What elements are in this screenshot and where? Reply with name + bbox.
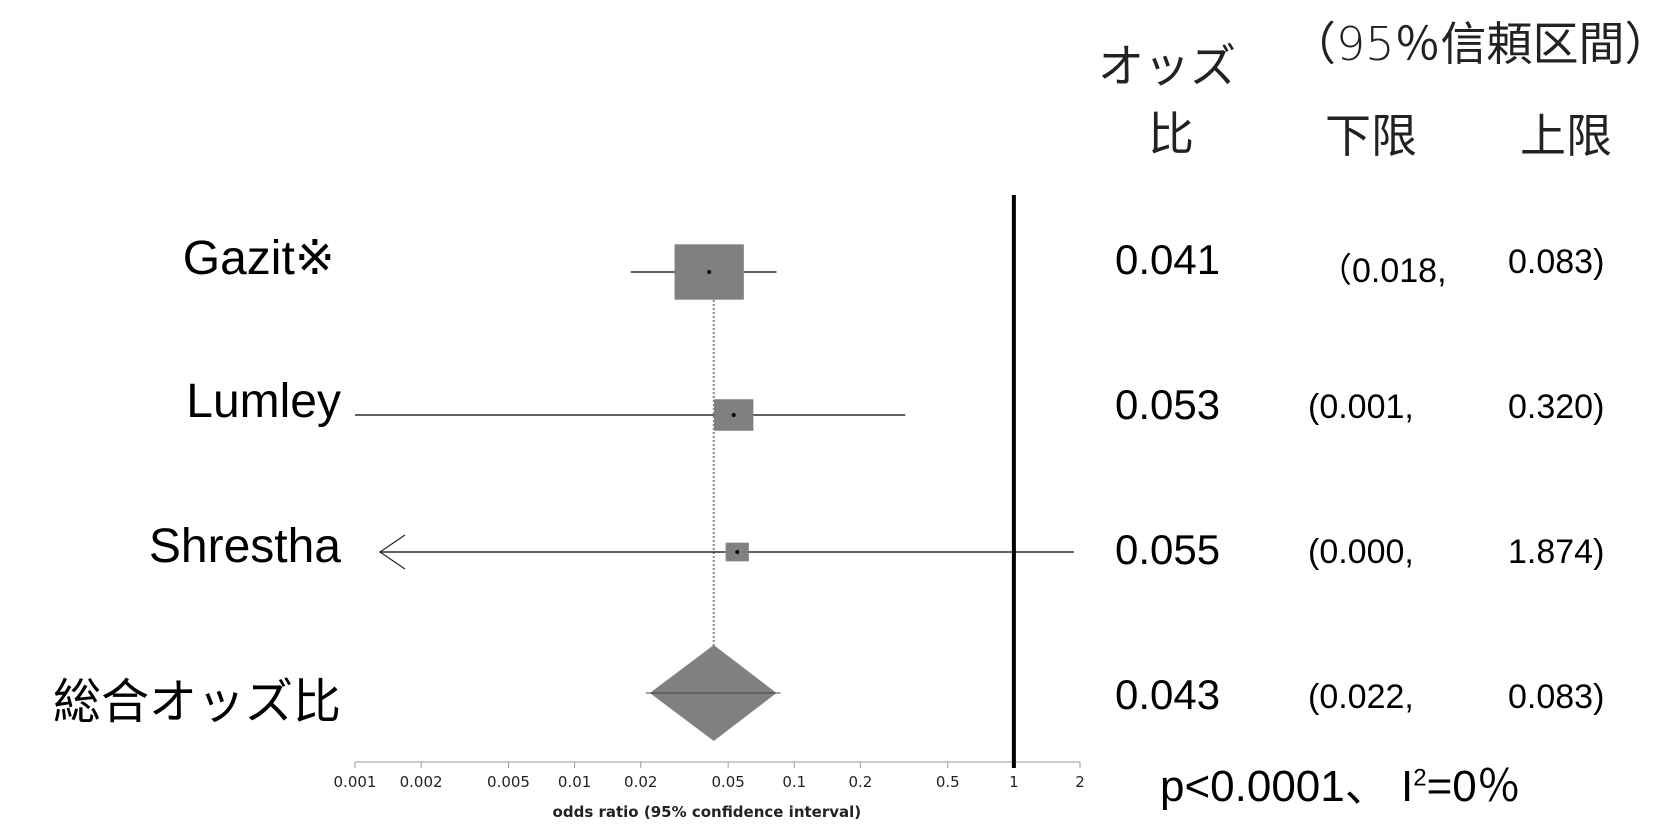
ci-upper-value: 0.083) bbox=[1508, 678, 1605, 716]
pooled-label: 総合オッズ比 bbox=[52, 674, 341, 730]
point-estimate bbox=[731, 413, 736, 417]
x-tick-label: 1 bbox=[1009, 773, 1019, 791]
point-estimate bbox=[735, 550, 740, 554]
study-label-gazit: Gazit※ bbox=[182, 232, 335, 285]
ci-lower-value: （0.018, bbox=[1318, 252, 1447, 290]
truncation-arrow bbox=[378, 534, 406, 570]
or-value: 0.041 bbox=[1115, 236, 1221, 283]
x-tick-label: 2 bbox=[1075, 773, 1085, 791]
lower-header: 下限 bbox=[1325, 109, 1417, 163]
x-tick-label: 0.005 bbox=[487, 773, 530, 791]
x-tick-label: 0.02 bbox=[624, 773, 657, 791]
x-tick-label: 0.01 bbox=[558, 773, 591, 791]
x-tick-label: 0.1 bbox=[782, 773, 806, 791]
ci-header: （95％信頼区間） bbox=[1290, 17, 1663, 71]
x-tick-label: 0.5 bbox=[936, 773, 960, 791]
p-value-text: p<0.0001、 I bbox=[1160, 762, 1414, 811]
x-tick-label: 0.2 bbox=[848, 773, 872, 791]
or-header-line1: オッズ bbox=[1098, 39, 1236, 93]
x-tick-label: 0.001 bbox=[334, 773, 377, 791]
ci-upper-value: 0.083) bbox=[1508, 243, 1605, 281]
x-axis-label: odds ratio (95% confidence interval) bbox=[553, 803, 862, 821]
or-header-line2: 比 bbox=[1148, 107, 1194, 161]
point-estimate bbox=[707, 270, 712, 274]
or-value: 0.055 bbox=[1115, 526, 1221, 573]
ci-lower-value: (0.001, bbox=[1308, 388, 1414, 426]
or-value: 0.053 bbox=[1115, 381, 1221, 428]
study-label-lumley: Lumley bbox=[186, 375, 341, 428]
ci-lower-value: (0.022, bbox=[1308, 678, 1414, 716]
study-label-shrestha: Shrestha bbox=[148, 520, 341, 573]
or-value: 0.043 bbox=[1115, 671, 1221, 718]
i2-value-text: =0％ bbox=[1426, 762, 1521, 811]
x-tick-label: 0.002 bbox=[400, 773, 443, 791]
upper-header: 上限 bbox=[1520, 109, 1612, 163]
ci-upper-value: 1.874) bbox=[1508, 533, 1605, 571]
x-tick-label: 0.05 bbox=[711, 773, 744, 791]
ci-upper-value: 0.320) bbox=[1508, 388, 1605, 426]
heterogeneity-stats: p<0.0001、 I2=0％ bbox=[1160, 750, 1521, 814]
i2-superscript: 2 bbox=[1413, 764, 1427, 792]
ci-lower-value: (0.000, bbox=[1308, 533, 1414, 571]
